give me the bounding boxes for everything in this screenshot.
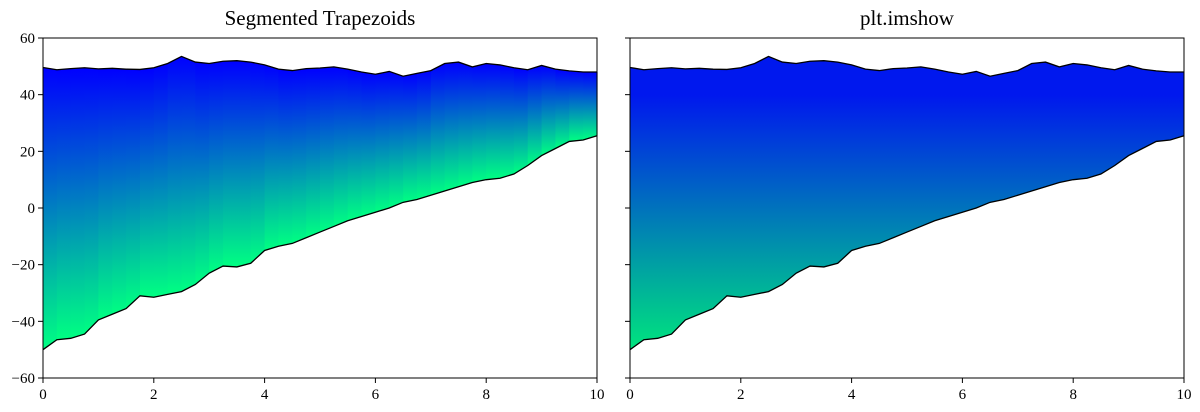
trapezoid-segment — [43, 67, 58, 350]
trapezoid-segment — [389, 71, 404, 208]
y-tick-label: 20 — [20, 144, 35, 160]
trapezoid-segment — [209, 61, 224, 274]
x-tick-label: 8 — [1069, 387, 1077, 403]
trapezoid-segment — [153, 63, 169, 298]
x-tick-label: 0 — [626, 387, 634, 403]
trapezoid-segment — [98, 68, 113, 320]
lower-boundary-line — [42, 135, 598, 351]
trapezoid-segment — [472, 63, 487, 183]
trapezoid-segment — [527, 65, 543, 166]
axes-frame — [42, 37, 598, 379]
upper-boundary-line — [42, 55, 597, 77]
trapezoid-segment — [458, 62, 473, 187]
trapezoid-segment — [320, 66, 335, 233]
trapezoid-segment — [292, 68, 307, 244]
x-tick-label: 4 — [261, 387, 269, 403]
x-tick-label: 2 — [150, 387, 158, 403]
trapezoid-segment — [223, 60, 238, 267]
trapezoid-segment — [126, 69, 141, 309]
y-tick-label: 0 — [28, 201, 36, 217]
trapezoid-segment — [250, 62, 266, 264]
trapezoid-segment — [430, 63, 446, 196]
trapezoid-segment — [583, 72, 598, 140]
trapezoid-segment — [236, 60, 252, 267]
axis-ticks: 0 2 4 6 8 10 — [625, 37, 1192, 403]
trapezoid-segment — [555, 69, 570, 149]
trapezoid-segment — [56, 68, 72, 340]
trapezoid-segment — [112, 68, 127, 315]
x-tick-label: 6 — [372, 387, 380, 403]
trapezoid-segment — [361, 72, 376, 217]
upper-boundary-line — [629, 55, 1184, 77]
y-tick-label: −40 — [12, 314, 35, 330]
y-tick-label: −60 — [12, 371, 35, 387]
x-tick-label: 6 — [959, 387, 967, 403]
trapezoid-segment — [444, 62, 460, 192]
x-tick-label: 10 — [590, 387, 605, 403]
x-tick-label: 10 — [1177, 387, 1192, 403]
x-tick-label: 2 — [737, 387, 745, 403]
trapezoid-segment — [70, 67, 86, 339]
y-tick-label: 40 — [20, 88, 35, 104]
trapezoid-segment — [333, 66, 349, 227]
trapezoid-segment — [500, 64, 515, 179]
y-tick-label: 60 — [20, 31, 35, 47]
filled-area — [630, 56, 1184, 350]
trapezoid-segment — [569, 70, 584, 142]
axis-ticks: 0 2 4 6 8 10 −60 −40 −20 0 20 40 60 — [12, 31, 605, 403]
trapezoid-segment — [167, 56, 183, 295]
axes-frame — [629, 37, 1185, 379]
trapezoid-segment — [195, 62, 210, 285]
x-tick-label: 8 — [482, 387, 490, 403]
x-tick-label: 0 — [39, 387, 47, 403]
trapezoid-segment — [486, 63, 501, 180]
trapezoid-segment — [278, 69, 293, 247]
chart-title: plt.imshow — [860, 6, 955, 30]
chart-panel-imshow: plt.imshow 0 2 4 6 8 10 — [625, 6, 1192, 403]
trapezoid-segment — [139, 67, 155, 298]
plot-area — [42, 55, 598, 351]
trapezoid-segment — [306, 68, 321, 238]
trapezoid-segment — [375, 71, 390, 213]
trapezoid-segment — [347, 69, 363, 221]
trapezoid-segment — [403, 73, 418, 203]
trapezoid-segment — [416, 70, 432, 200]
x-tick-label: 4 — [848, 387, 856, 403]
lower-boundary-line — [629, 135, 1185, 351]
trapezoid-segment — [513, 67, 529, 174]
trapezoid-segment — [84, 67, 99, 335]
trapezoid-segment — [181, 56, 196, 292]
trapezoid-segment — [264, 64, 280, 251]
trapezoid-segment — [541, 65, 557, 156]
plot-area — [629, 55, 1185, 351]
y-tick-label: −20 — [12, 258, 35, 274]
chart-title: Segmented Trapezoids — [225, 6, 416, 30]
chart-panel-segmented-trapezoids: Segmented Trapezoids 0 2 4 6 8 10 −60 −40 −20 0 20… — [12, 6, 605, 403]
